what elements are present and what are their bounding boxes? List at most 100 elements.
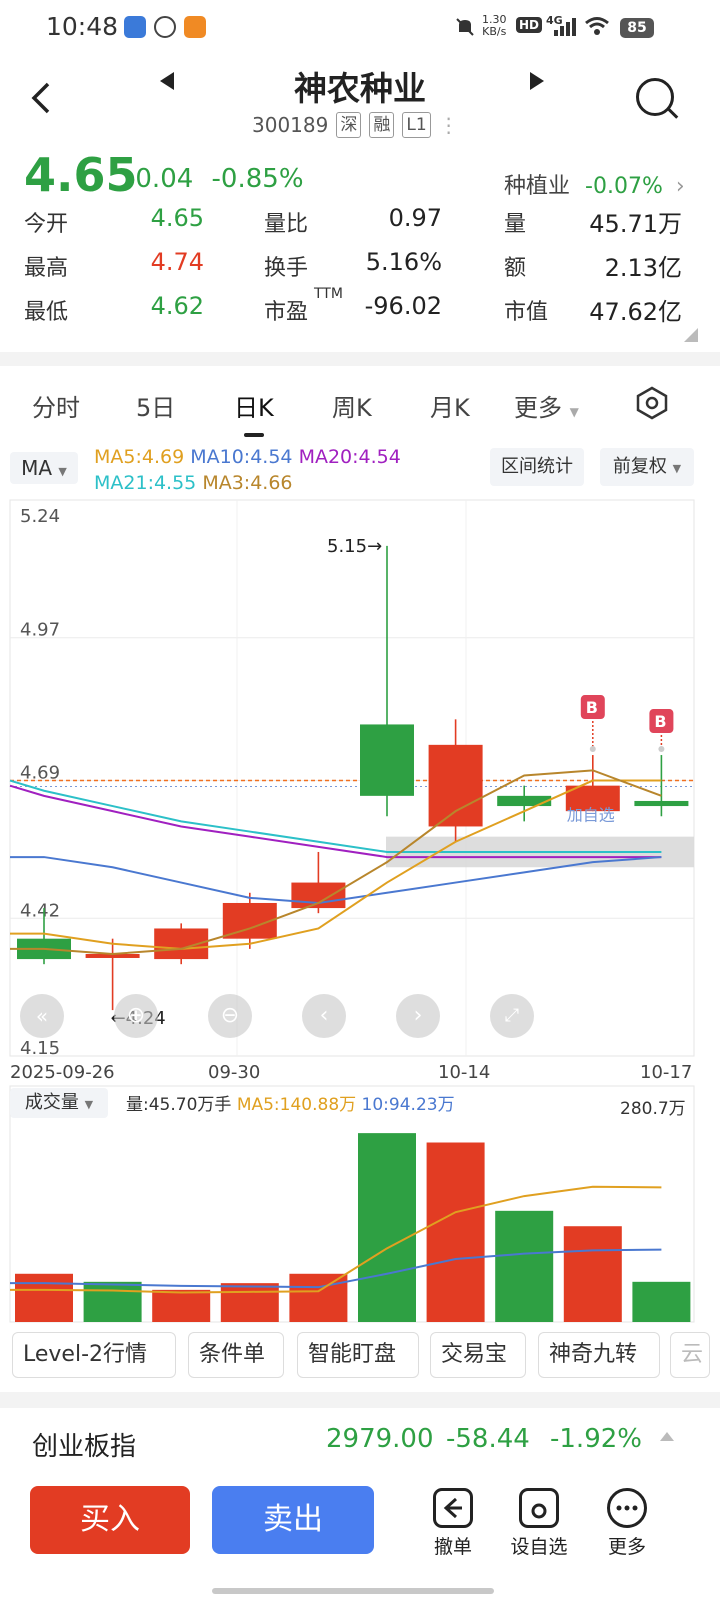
candle-body [565, 785, 620, 812]
feature-button[interactable]: Level-2行情 [12, 1332, 176, 1378]
back-button[interactable] [28, 80, 54, 126]
tab-daily-k[interactable]: 日K [234, 388, 274, 437]
x-tick-label: 2025-09-26 [10, 1062, 115, 1083]
candle-body [360, 724, 414, 796]
volume-legend: 量:45.70万手 MA5:140.88万 10:94.23万 [126, 1090, 455, 1115]
sector-link[interactable]: 种植业 -0.07% › [504, 168, 685, 200]
volume-bar [15, 1273, 73, 1322]
tab-weekly-k[interactable]: 周K [332, 394, 372, 422]
quote-value: 5.16% [365, 248, 442, 276]
volume-bar [495, 1210, 554, 1322]
quote-label: 市值 [504, 300, 549, 325]
caret-up-icon[interactable] [660, 1432, 674, 1441]
app-notification-icon-3 [184, 16, 206, 38]
feature-button[interactable]: 条件单 [188, 1332, 284, 1378]
ma-select[interactable]: MA ▼ [10, 452, 78, 484]
y-tick-label: 4.69 [20, 763, 60, 784]
high-annotation: 5.15→ [327, 536, 382, 557]
feature-button[interactable]: 交易宝 [430, 1332, 526, 1378]
volume-bar [83, 1281, 142, 1322]
next-stock-button[interactable] [530, 72, 544, 90]
ma-legend: MA5:4.69 MA10:4.54 MA20:4.54 MA21:4.55 M… [94, 444, 494, 496]
signal-type: 4G [546, 14, 563, 27]
add-watchlist-label: 设自选 [510, 1536, 568, 1558]
cancel-order-label: 撤单 [433, 1536, 472, 1558]
add-watchlist-button[interactable]: 设自选 [504, 1488, 574, 1559]
stock-name: 神农种业 [294, 69, 426, 108]
adjust-select[interactable]: 前复权 ▼ [600, 448, 694, 486]
y-tick-label: 4.15 [20, 1038, 60, 1059]
candlestick-chart[interactable]: 5.244.974.694.424.155.15→←4.24BB加自选2025-… [0, 496, 720, 1326]
more-button[interactable]: 更多 [592, 1488, 662, 1559]
settings-hex-icon[interactable] [636, 386, 668, 426]
expand-corner-icon[interactable] [684, 328, 698, 342]
feature-button[interactable]: 智能盯盘 [297, 1332, 419, 1378]
ma5-line [10, 779, 662, 950]
change-value: -0.04 [126, 164, 194, 194]
cancel-order-icon [433, 1488, 473, 1528]
caret-down-icon: ▼ [672, 462, 682, 475]
tab-5day[interactable]: 5日 [136, 394, 176, 422]
quote-label: 额 [504, 256, 527, 281]
fullscreen-icon[interactable]: ⤢ [490, 994, 534, 1038]
tab-intraday[interactable]: 分时 [32, 394, 80, 422]
ma3-line [10, 769, 662, 955]
ma5-label: MA5:4.69 [94, 446, 185, 468]
quote-label: 今开 [24, 212, 69, 237]
ma-select-label: MA [21, 456, 53, 480]
adjust-label: 前复权 [612, 456, 667, 477]
scroll-right-icon[interactable]: › [396, 994, 440, 1038]
volume-bar [152, 1289, 211, 1322]
clock: 10:48 [46, 12, 119, 41]
chart-frame [9, 499, 695, 1057]
quote-value: -96.02 [364, 292, 442, 320]
volume-max-label: 280.7万 [620, 1099, 686, 1119]
scroll-left-icon[interactable]: ‹ [302, 994, 346, 1038]
candle-body [291, 882, 346, 909]
quote-value: 45.71万 [589, 210, 682, 238]
volume-select[interactable]: 成交量 ▼ [10, 1088, 108, 1118]
ma21-line [9, 779, 662, 853]
volume-bar [426, 1142, 485, 1322]
index-ticker[interactable]: 创业板指 2979.00 -58.44 -1.92% [0, 1410, 720, 1476]
b-marker-label: B [654, 712, 666, 731]
ma20-line [9, 784, 662, 859]
feature-button[interactable]: 神奇九转 [538, 1332, 660, 1378]
margin-tag: 融 [369, 112, 395, 138]
app-notification-icon-1 [124, 16, 146, 38]
battery-icon: 85 [620, 18, 654, 38]
tab-monthly-k[interactable]: 月K [430, 394, 470, 422]
rewind-icon[interactable]: « [20, 994, 64, 1038]
signal-icon: 4G [546, 14, 576, 42]
more-label: 更多 [607, 1536, 646, 1558]
wifi-icon [584, 14, 610, 42]
home-indicator [212, 1588, 494, 1594]
search-icon[interactable] [636, 78, 674, 116]
more-dots-icon[interactable]: ⋮ [438, 113, 459, 137]
more-dots-icon [607, 1488, 647, 1528]
prev-stock-button[interactable] [160, 72, 174, 90]
range-stats-button[interactable]: 区间统计 [490, 448, 584, 486]
sell-button[interactable]: 卖出 [212, 1486, 374, 1554]
add-watchlist-icon [519, 1488, 559, 1528]
tab-more-label: 更多 [514, 394, 562, 422]
hd-icon: HD [516, 17, 543, 33]
zoom-out-icon[interactable]: ⊖ [208, 994, 252, 1038]
zoom-in-icon[interactable]: ⊕ [114, 994, 158, 1038]
volume-select-label: 成交量 [24, 1092, 79, 1113]
volume-ma10: 10:94.23万 [361, 1095, 455, 1115]
tab-more[interactable]: 更多 ▼ [514, 388, 579, 423]
index-change: -58.44 [446, 1424, 530, 1454]
b-marker-label: B [586, 698, 598, 717]
candle-body [85, 953, 140, 958]
cancel-order-button[interactable]: 撤单 [418, 1488, 488, 1559]
quote-label: 量比 [264, 212, 309, 237]
app-notification-icon-2 [154, 16, 176, 38]
quote-label: 市盈 [264, 300, 309, 325]
ma3-label: MA3:4.66 [202, 472, 293, 494]
quote-label: 最低 [24, 300, 69, 325]
stock-code-row: 300189 深 融 L1 ⋮ [252, 112, 459, 138]
quote-value: 0.97 [388, 204, 442, 232]
feature-button[interactable]: 云 [670, 1332, 710, 1378]
buy-button[interactable]: 买入 [30, 1486, 190, 1554]
